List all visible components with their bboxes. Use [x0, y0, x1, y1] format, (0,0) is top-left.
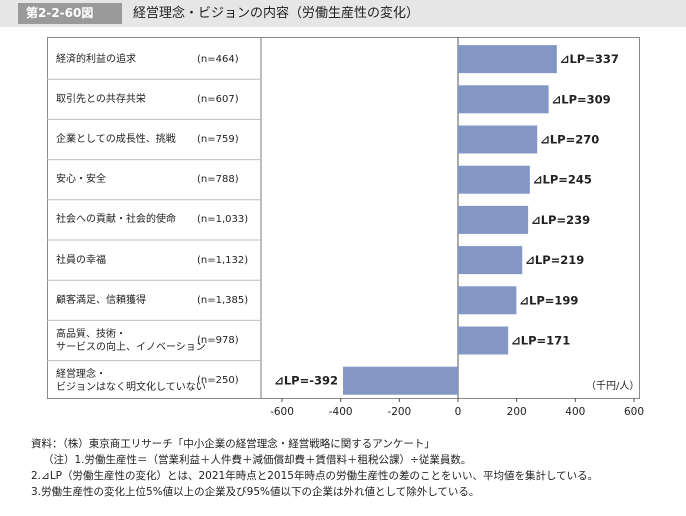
- bar-data-label: ⊿LP=245: [533, 173, 592, 187]
- unit-label: （千円/人）: [586, 381, 640, 392]
- n-count-label: (n=788): [197, 174, 239, 186]
- category-label: 顧客満足、信頼獲得: [56, 294, 146, 306]
- notes: 資料：（株）東京商工リサーチ「中小企業の経営理念・経営戦略に関するアンケート」 …: [31, 436, 671, 500]
- category-label: 社員の幸福: [56, 254, 106, 266]
- n-count-label: (n=607): [197, 93, 239, 105]
- category-label: 社会への貢献・社会的使命: [56, 214, 176, 226]
- figure-number: 第2-2-60図: [18, 3, 122, 24]
- note-1: （注）1.労働生産性＝（営業利益＋人件費＋減価償却費＋賃借料＋租税公課）÷従業員…: [43, 454, 472, 466]
- note-3: 3.労働生産性の変化上位5%値以上の企業及び95%値以下の企業は外れ値として除外…: [31, 486, 480, 498]
- bar: [458, 326, 509, 355]
- x-tick-label: -200: [387, 406, 412, 418]
- note-source: 資料：（株）東京商工リサーチ「中小企業の経営理念・経営戦略に関するアンケート」: [31, 438, 435, 450]
- note-2: 2.⊿LP（労働生産性の変化）とは、2021年時点と2015年時点の労働生産性の…: [31, 470, 599, 482]
- x-tick-label: -600: [270, 406, 294, 418]
- bar-data-label: ⊿LP=270: [540, 133, 599, 147]
- category-label: 安心・安全: [56, 174, 106, 186]
- n-count-label: (n=1,132): [197, 254, 249, 266]
- x-tick-label: 600: [623, 406, 645, 418]
- x-tick-label: 200: [506, 406, 527, 418]
- x-tick-label: 0: [454, 406, 462, 418]
- category-label: 取引先との共存共栄: [56, 93, 146, 105]
- bar-data-label: ⊿LP=219: [525, 253, 584, 267]
- bar: [458, 45, 557, 74]
- category-label: 高品質、技術・ サービスの向上、イノベーション: [56, 328, 206, 353]
- bar-data-label: ⊿LP=171: [511, 334, 570, 348]
- bar: [343, 366, 458, 395]
- bar-data-label: ⊿LP=337: [560, 52, 619, 66]
- figure-title: 経営理念・ビジョンの内容（労働生産性の変化）: [133, 6, 420, 21]
- n-count-label: (n=1,385): [197, 294, 249, 306]
- category-label: 経営理念・ ビジョンはなく明文化していない: [56, 368, 206, 393]
- bar-data-label: ⊿LP=-392: [274, 374, 338, 388]
- bar: [458, 286, 517, 315]
- n-count-label: (n=250): [197, 375, 239, 387]
- bar-data-label: ⊿LP=199: [519, 293, 578, 307]
- bar: [458, 246, 523, 275]
- n-count-label: (n=759): [197, 134, 239, 145]
- bar: [458, 165, 530, 194]
- bar: [458, 205, 529, 234]
- n-count-label: (n=464): [197, 53, 239, 65]
- bar: [458, 125, 538, 154]
- x-tick-label: -400: [328, 406, 353, 418]
- bar-data-label: ⊿LP=309: [552, 92, 611, 106]
- n-count-label: (n=978): [197, 335, 239, 346]
- n-count-label: (n=1,033): [197, 214, 249, 226]
- bar: [458, 85, 549, 114]
- x-tick-label: 400: [565, 406, 586, 418]
- category-label: 経済的利益の追求: [56, 53, 136, 65]
- bar-data-label: ⊿LP=239: [531, 213, 590, 227]
- chart-frame: [47, 37, 640, 399]
- category-label: 企業としての成長性、挑戦: [56, 134, 176, 145]
